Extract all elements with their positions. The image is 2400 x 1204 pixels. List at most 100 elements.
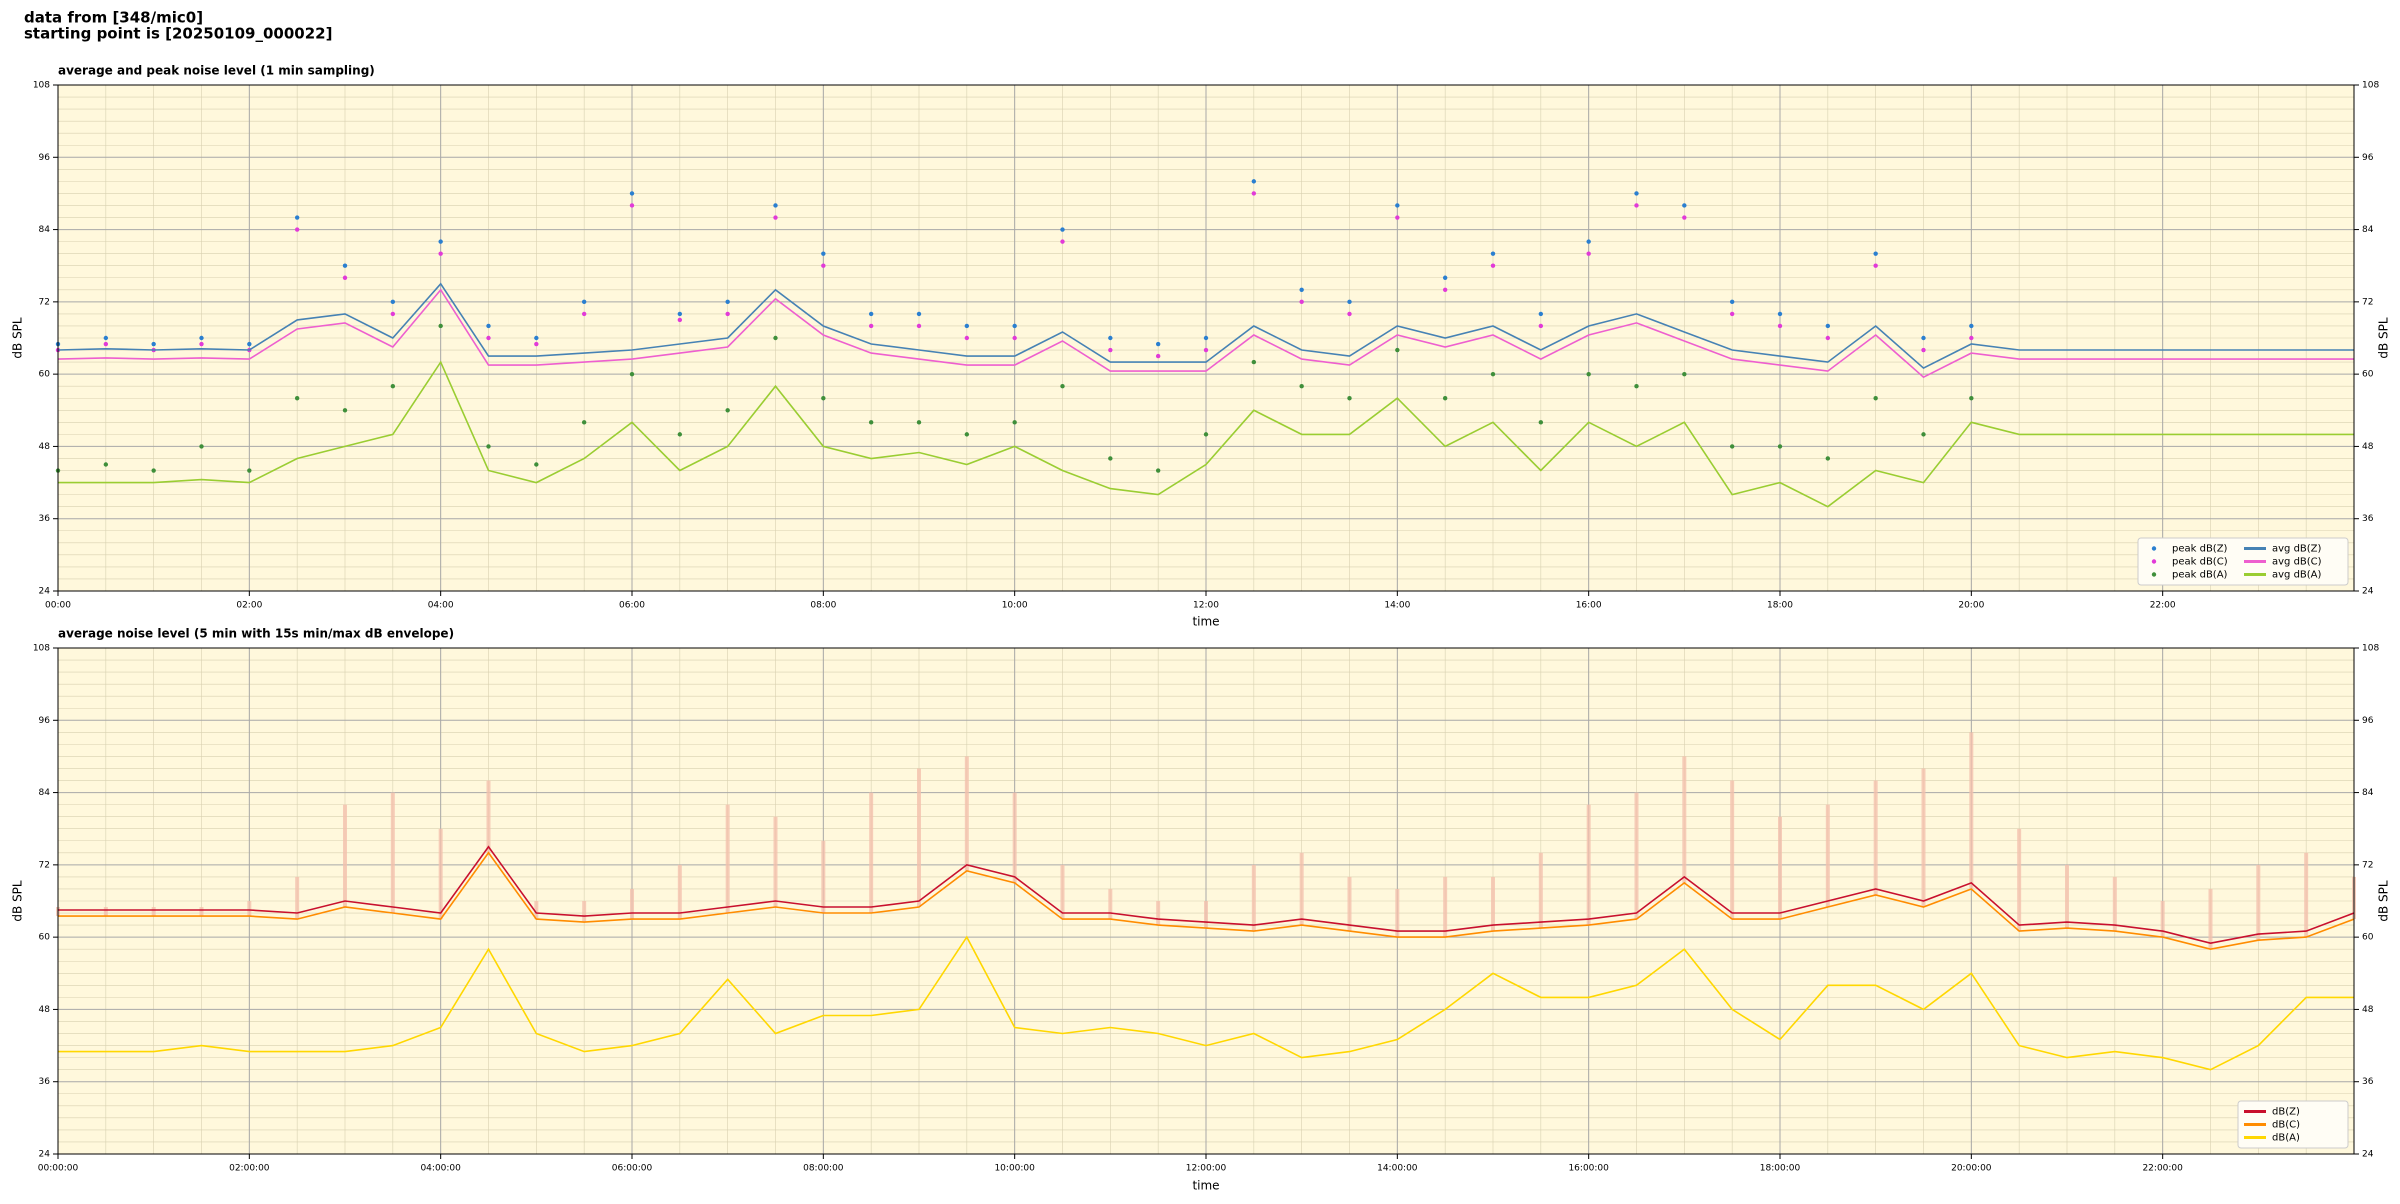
peak-marker [1203, 335, 1209, 341]
peak-marker [1395, 347, 1400, 353]
peak-marker [103, 335, 109, 341]
peak-marker [1203, 432, 1209, 437]
peak-marker [1155, 353, 1161, 359]
header-line: data from [348/mic0] [24, 9, 203, 27]
peak-marker [725, 299, 730, 305]
y-tick-label: 60 [39, 370, 51, 380]
y-tick-label-right: 36 [2362, 1077, 2374, 1087]
peak-marker [1634, 191, 1639, 196]
peak-marker [247, 341, 252, 347]
peak-marker [1251, 191, 1257, 196]
y-tick-label-right: 24 [2362, 1150, 2374, 1160]
y-tick-label-right: 36 [2362, 514, 2374, 524]
x-tick-label: 02:00 [236, 601, 262, 611]
legend-swatch [2151, 546, 2157, 551]
y-tick-label: 96 [39, 153, 51, 163]
peak-marker [916, 323, 922, 329]
peak-marker [342, 263, 348, 268]
peak-marker [1921, 432, 1926, 437]
peak-marker [1729, 311, 1735, 317]
peak-marker [342, 408, 348, 413]
peak-marker [821, 251, 826, 256]
peak-marker [151, 468, 156, 473]
peak-marker [1442, 275, 1448, 280]
y-axis-label-right: dB SPL [2377, 317, 2391, 359]
peak-marker [1108, 456, 1113, 461]
peak-marker [916, 311, 922, 317]
y-tick-label-right: 96 [2362, 716, 2374, 726]
y-tick-label-right: 60 [2362, 370, 2374, 380]
legend-label: avg dB(Z) [2272, 544, 2322, 555]
y-tick-label: 48 [39, 442, 51, 452]
x-tick-label: 10:00:00 [994, 1164, 1035, 1174]
x-tick-label: 02:00:00 [229, 1164, 270, 1174]
x-tick-label: 20:00 [1958, 601, 1984, 611]
peak-marker [868, 323, 874, 329]
peak-marker [1155, 468, 1161, 473]
legend-label: dB(Z) [2272, 1107, 2300, 1118]
series-line [58, 845, 2355, 945]
peak-marker [773, 203, 778, 208]
peak-marker [390, 311, 396, 317]
x-tick-label: 08:00:00 [803, 1164, 844, 1174]
peak-marker [199, 341, 204, 347]
y-tick-label-right: 84 [2362, 225, 2374, 235]
legend-box [2137, 537, 2349, 586]
peak-marker [916, 420, 922, 425]
x-tick-label: 04:00:00 [420, 1164, 461, 1174]
legend-label: peak dB(A) [2172, 570, 2228, 581]
x-tick-label: 14:00:00 [1377, 1164, 1418, 1174]
x-tick-label: 12:00:00 [1186, 1164, 1227, 1174]
chart-title: average and peak noise level (1 min samp… [58, 64, 375, 78]
peak-marker [294, 396, 300, 401]
y-tick-label-right: 84 [2362, 788, 2374, 798]
peak-marker [534, 341, 539, 347]
peak-marker [1395, 215, 1400, 220]
peak-marker [1969, 323, 1974, 329]
y-tick-label-right: 48 [2362, 1005, 2374, 1015]
series-line [58, 360, 2354, 508]
peak-marker [677, 317, 683, 323]
x-tick-label: 00:00:00 [38, 1164, 79, 1174]
peak-marker [199, 444, 204, 449]
peak-marker [1395, 203, 1400, 208]
peak-marker [677, 311, 683, 317]
x-tick-label: 20:00:00 [1951, 1164, 1992, 1174]
peak-marker [1060, 227, 1065, 232]
y-tick-label: 36 [39, 1077, 51, 1087]
peak-marker [1060, 383, 1065, 389]
peak-marker [1634, 383, 1639, 389]
peak-marker [821, 263, 826, 268]
y-tick-label-right: 48 [2362, 442, 2374, 452]
peak-marker [1825, 323, 1831, 329]
peak-marker [1969, 335, 1974, 341]
x-tick-label: 16:00 [1576, 601, 1602, 611]
x-axis-label: time [1192, 615, 1219, 629]
peak-marker [1825, 456, 1831, 461]
peak-marker [1251, 179, 1257, 184]
peak-marker [1251, 359, 1257, 365]
y-axis-label-right: dB SPL [2377, 880, 2391, 922]
y-tick-label-right: 96 [2362, 153, 2374, 163]
peak-marker [1108, 335, 1113, 341]
peak-marker [486, 335, 491, 341]
x-tick-label: 18:00 [1767, 601, 1793, 611]
y-tick-label: 108 [33, 81, 50, 91]
peak-marker [1490, 251, 1496, 256]
peak-marker [1729, 444, 1735, 449]
peak-marker [534, 462, 539, 467]
y-tick-label: 72 [39, 297, 50, 307]
y-tick-label: 48 [39, 1005, 51, 1015]
y-axis-label: dB SPL [11, 880, 25, 922]
peak-marker [1586, 251, 1591, 256]
peak-marker [1825, 335, 1831, 341]
peak-marker [677, 432, 683, 437]
x-tick-label: 18:00:00 [1760, 1164, 1801, 1174]
peak-marker [438, 323, 443, 329]
y-tick-label: 84 [39, 225, 51, 235]
y-tick-label-right: 72 [2362, 860, 2373, 870]
peak-marker [486, 323, 491, 329]
peak-marker [868, 420, 874, 425]
series-line [58, 851, 2355, 951]
